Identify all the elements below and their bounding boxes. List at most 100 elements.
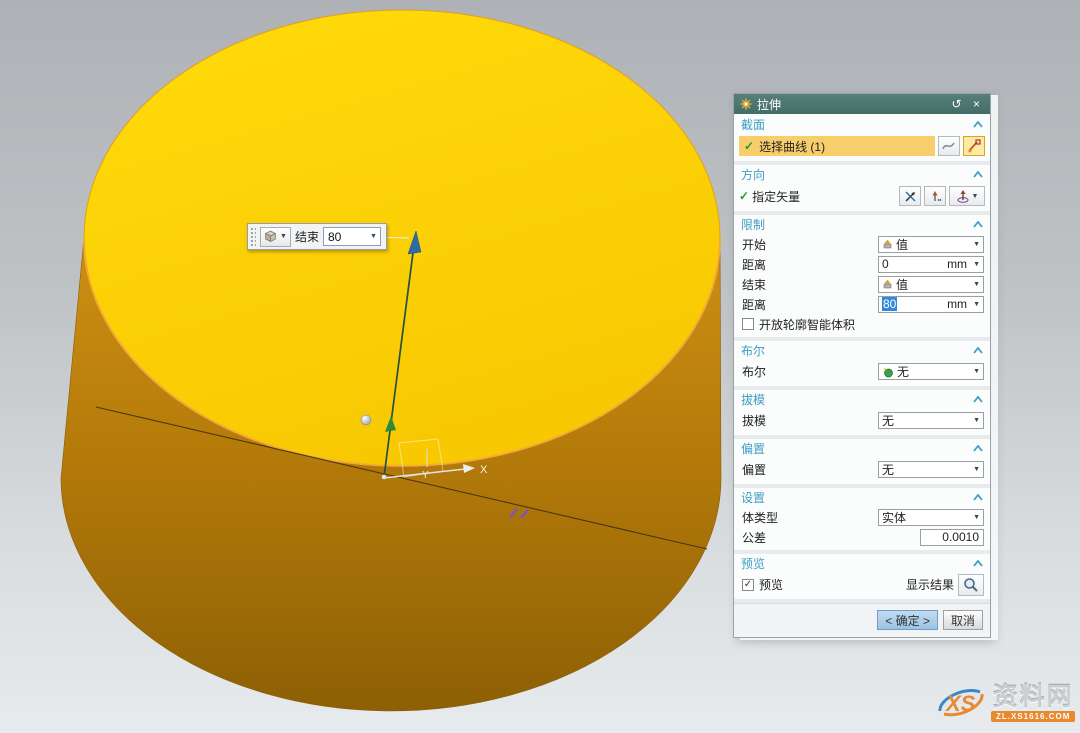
group-section: 截面 ✓ 选择曲线 (1) <box>734 115 990 165</box>
watermark-site-url: ZL.XS1616.COM <box>991 710 1076 722</box>
group-preview: 预览 ✓ 预览 显示结果 <box>734 554 990 603</box>
end-option-value: 值 <box>896 277 909 292</box>
preview-label: 预览 <box>759 578 784 592</box>
sketch-dimension-marks[interactable] <box>509 508 529 519</box>
collapse-chevron-icon[interactable] <box>973 494 983 501</box>
select-curve-label: 选择曲线 (1) <box>759 139 826 154</box>
draft-header: 拔模 <box>741 393 766 407</box>
body-type-value: 实体 <box>882 510 907 525</box>
cancel-button[interactable]: 取消 <box>942 610 983 630</box>
select-curve-field[interactable]: ✓ 选择曲线 (1) <box>739 136 935 156</box>
collapse-chevron-icon[interactable] <box>973 445 983 452</box>
drag-handle-sphere[interactable] <box>360 414 372 426</box>
end-distance-label: 距离 <box>742 297 767 312</box>
curve-icon <box>942 142 955 150</box>
collapse-chevron-icon[interactable] <box>973 347 983 354</box>
origin-point[interactable] <box>381 474 387 480</box>
collapse-chevron-icon[interactable] <box>973 171 983 178</box>
end-distance-value: 80 <box>882 297 898 311</box>
group-boolean: 布尔 布尔 无 ▼ <box>734 341 990 390</box>
ok-button[interactable]: < 确定 > <box>877 610 938 630</box>
extrude-dialog: 拉伸 ↺ × 截面 ✓ 选择曲线 (1) <box>733 93 991 638</box>
end-distance-value: 80 <box>327 229 342 244</box>
watermark-site-name: 资料网 <box>992 682 1074 711</box>
extrude-vector-line[interactable] <box>383 244 415 478</box>
settings-header: 设置 <box>741 491 766 505</box>
open-profile-checkbox[interactable] <box>742 318 754 330</box>
tolerance-input[interactable]: 0.0010 <box>920 528 984 546</box>
axis-x-label: X <box>480 464 488 476</box>
sketch-section-button[interactable] <box>963 136 985 156</box>
offset-dropdown[interactable]: 无 ▼ <box>878 461 984 478</box>
direction-header: 方向 <box>741 168 766 182</box>
boolean-dropdown[interactable]: 无 ▼ <box>878 363 984 380</box>
onscreen-input-toolbar[interactable]: ▼ 结束 80 ▼ <box>247 223 387 250</box>
dropdown-arrow-icon: ▼ <box>973 513 980 521</box>
value-limit-icon <box>883 279 892 288</box>
magnifier-icon <box>964 577 978 592</box>
cube-icon <box>264 230 277 243</box>
collapse-chevron-icon[interactable] <box>973 396 983 403</box>
dialog-titlebar[interactable]: 拉伸 ↺ × <box>734 94 990 114</box>
limit-option-dropdown-button[interactable]: ▼ <box>260 226 291 247</box>
end-distance-input[interactable]: 80 mm ▼ <box>878 295 984 313</box>
close-button[interactable]: × <box>972 97 980 111</box>
cylinder-rim-edge[interactable] <box>83 237 721 467</box>
axis-x-line[interactable] <box>383 468 466 479</box>
vector-dialog-button[interactable] <box>899 186 921 206</box>
start-distance-input[interactable]: 0 mm ▼ <box>878 255 984 273</box>
tolerance-value: 0.0010 <box>942 530 979 544</box>
vector-type-dropdown-button[interactable]: ▼ <box>949 186 985 206</box>
dropdown-arrow-icon[interactable]: ▼ <box>973 300 980 308</box>
boolean-value: 无 <box>897 365 910 379</box>
face-normal-vector-icon <box>956 190 969 203</box>
show-result-button[interactable] <box>958 573 984 596</box>
preview-checkbox[interactable]: ✓ <box>742 578 754 591</box>
end-distance-input[interactable]: 80 ▼ <box>322 227 381 246</box>
check-icon: ✓ <box>739 189 750 203</box>
dropdown-arrow-icon[interactable]: ▼ <box>370 233 377 240</box>
start-distance-unit: mm <box>947 257 968 271</box>
draft-dropdown[interactable]: 无 ▼ <box>878 412 984 429</box>
preview-header: 预览 <box>741 557 766 571</box>
end-option-dropdown[interactable]: 值 ▼ <box>878 275 984 293</box>
open-profile-label: 开放轮廓智能体积 <box>759 317 856 332</box>
draft-value: 无 <box>882 414 895 428</box>
group-draft: 拔模 拔模 无 ▼ <box>734 390 990 439</box>
sketch-line[interactable] <box>95 406 708 550</box>
end-distance-label: 结束 <box>294 230 319 244</box>
dropdown-arrow-icon: ▼ <box>973 417 980 424</box>
reset-button[interactable]: ↺ <box>951 97 962 111</box>
toolbar-grip-handle[interactable] <box>250 226 256 247</box>
offset-value: 无 <box>882 463 895 477</box>
curve-rule-button[interactable] <box>938 136 960 156</box>
dropdown-arrow-icon: ▼ <box>971 192 979 200</box>
extrude-vector-mid-arrow-icon[interactable] <box>385 416 396 432</box>
dropdown-arrow-icon: ▼ <box>973 466 980 473</box>
boolean-header: 布尔 <box>741 344 766 358</box>
inferred-vector-icon <box>932 190 941 201</box>
collapse-chevron-icon[interactable] <box>973 560 983 567</box>
group-offset: 偏置 偏置 无 ▼ <box>734 439 990 488</box>
body-type-dropdown[interactable]: 实体 ▼ <box>878 508 984 526</box>
dialog-title: 拉伸 <box>757 97 782 112</box>
axis-x-arrow-icon[interactable] <box>463 464 475 473</box>
sketch-icon <box>968 139 981 153</box>
watermark: XS 资料网 ZL.XS1616.COM <box>934 681 1076 725</box>
dropdown-arrow-icon[interactable]: ▼ <box>973 260 980 268</box>
offset-label: 偏置 <box>742 463 767 477</box>
boolean-none-icon <box>882 366 893 377</box>
limits-header: 限制 <box>741 218 766 232</box>
collapse-chevron-icon[interactable] <box>973 221 983 228</box>
collapse-chevron-icon[interactable] <box>973 121 983 128</box>
end-label: 结束 <box>742 277 767 292</box>
extrude-vector-tip-arrow-icon[interactable] <box>407 230 422 255</box>
boolean-label: 布尔 <box>742 365 767 379</box>
start-distance-value: 0 <box>882 257 889 271</box>
body-type-label: 体类型 <box>742 510 779 525</box>
start-option-dropdown[interactable]: 值 ▼ <box>878 235 984 253</box>
section-header: 截面 <box>741 118 766 132</box>
inferred-vector-button[interactable] <box>924 186 946 206</box>
vector-constructor-icon <box>904 191 915 202</box>
